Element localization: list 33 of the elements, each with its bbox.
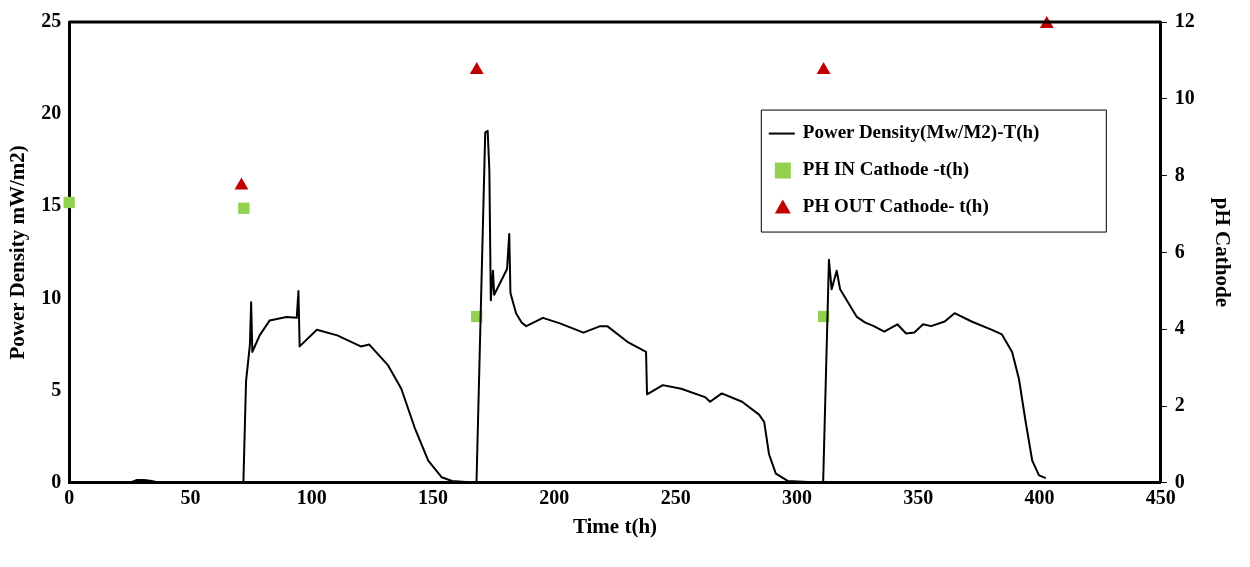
x-tick-label: 350 (903, 485, 934, 508)
y2-axis-title: pH Cathode (1210, 197, 1235, 307)
y2-tick-label: 4 (1174, 316, 1185, 339)
y2-tick-label: 0 (1174, 469, 1185, 492)
x-axis-title: Time t(h) (572, 513, 658, 538)
legend-label: PH IN Cathode -t(h) (802, 158, 970, 181)
point (816, 62, 831, 74)
y2-tick-label: 10 (1174, 85, 1195, 108)
x-tick-label: 50 (180, 485, 201, 508)
y-axis-title: Power Density mW/m2) (5, 145, 30, 360)
x-tick-label: 300 (781, 485, 812, 508)
y-tick-label: 20 (41, 101, 62, 124)
point (234, 177, 249, 190)
y2-tick-label: 2 (1174, 393, 1185, 416)
x-tick-label: 450 (1145, 485, 1176, 508)
y-tick-label: 10 (41, 285, 62, 308)
y2-tick-label: 6 (1174, 239, 1185, 262)
point (63, 196, 75, 209)
x-tick-label: 100 (296, 485, 327, 508)
y-tick-label: 25 (41, 9, 62, 32)
legend-label: PH OUT Cathode- t(h) (802, 195, 989, 218)
point (469, 62, 484, 74)
y2-tick-label: 8 (1174, 162, 1185, 185)
x-tick-label: 400 (1024, 485, 1055, 508)
x-tick-label: 200 (539, 485, 570, 508)
x-tick-label: 150 (418, 485, 449, 508)
y-tick-label: 15 (41, 193, 62, 216)
legend-label: Power Density(Mw/M2)-T(h) (802, 121, 1040, 144)
point (238, 202, 250, 214)
x-tick-label: 250 (660, 485, 691, 508)
y2-tick-label: 12 (1174, 9, 1195, 32)
y-tick-label: 5 (51, 377, 62, 400)
y-tick-label: 0 (51, 469, 62, 492)
